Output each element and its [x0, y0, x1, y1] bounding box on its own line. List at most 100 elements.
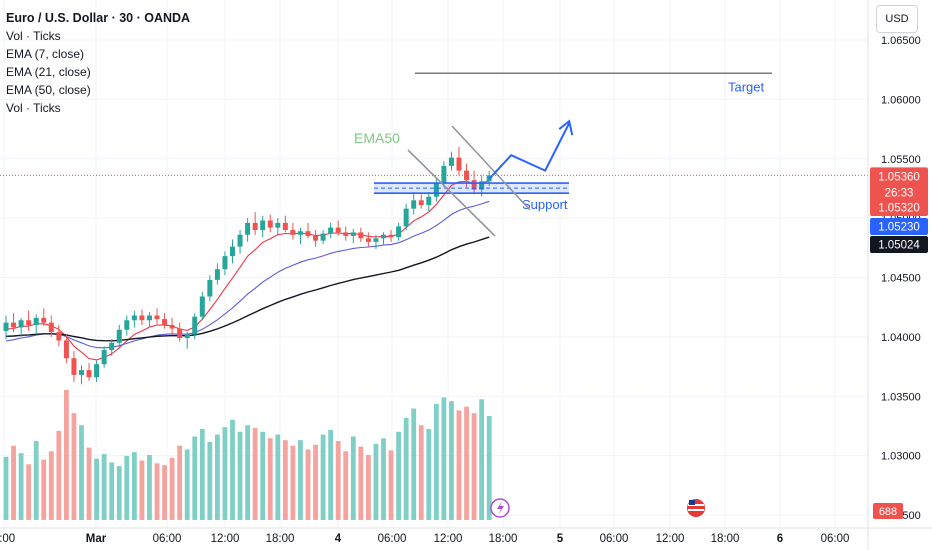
volume-bar	[252, 428, 258, 520]
price-tick-label: 1.06500	[881, 35, 921, 47]
candle-body	[86, 370, 92, 378]
time-tick-label: 06:00	[600, 533, 629, 545]
volume-bar	[479, 399, 485, 520]
volume-bar	[169, 457, 175, 520]
ema50-label: EMA50	[354, 130, 400, 146]
channel-line-upper	[451, 125, 531, 211]
price-axis[interactable]: 1.065001.060001.055001.050001.045001.040…	[867, 0, 932, 550]
volume-bar	[426, 429, 432, 520]
volume-bar	[388, 450, 394, 520]
candle-body	[101, 349, 107, 365]
volume-bar	[199, 429, 205, 520]
candle-body	[471, 180, 477, 190]
volume-bar	[267, 438, 273, 520]
time-tick-label: 5	[557, 533, 564, 545]
symbol-title[interactable]: Euro / U.S. Dollar · 30 · OANDA	[6, 11, 191, 25]
candle-body	[441, 165, 447, 183]
indicator-ema7[interactable]: EMA (7, close)	[6, 47, 85, 61]
price-tick-label: 1.03500	[881, 391, 921, 403]
candle-body	[11, 322, 17, 328]
candle-body	[222, 256, 228, 270]
volume-bar	[124, 455, 130, 520]
candle-body	[267, 220, 273, 228]
candle-body	[154, 315, 160, 320]
indicator-ema21[interactable]: EMA (21, close)	[6, 65, 91, 79]
candle-body	[350, 232, 356, 236]
candle-body	[418, 200, 424, 206]
volume-bar	[48, 451, 54, 520]
volume-bar	[358, 446, 364, 520]
indicator-ema50[interactable]: EMA (50, close)	[6, 83, 91, 97]
volume-bar	[411, 408, 417, 520]
candle-body	[79, 370, 84, 375]
candle-body	[343, 232, 349, 236]
volume-bar	[86, 447, 92, 520]
candle-body	[365, 238, 371, 242]
volume-badge-text: 688	[879, 506, 897, 518]
price-tick-label: 1.06000	[881, 94, 921, 106]
volume-bar	[207, 442, 213, 520]
candle-body	[388, 234, 394, 238]
volume-bar	[449, 401, 454, 520]
candle-body	[426, 196, 432, 206]
candle-body	[456, 157, 462, 171]
candle-body	[116, 329, 122, 343]
ema7-line	[5, 180, 490, 361]
volume-bar	[33, 441, 39, 520]
us-flag-icon-canton	[689, 500, 695, 505]
volume-bar	[350, 436, 356, 520]
volume-bar	[215, 434, 220, 520]
candle-body	[313, 235, 319, 241]
volume-bar	[94, 458, 99, 520]
price-badges: 1.05360 26:33 1.05320 1.05230 1.05024 688	[870, 167, 928, 519]
volume-bar	[237, 431, 243, 520]
indicator-volume-2[interactable]: Vol · Ticks	[6, 101, 61, 115]
price-tick-label: 1.04500	[881, 273, 921, 285]
channel-line-lower	[407, 149, 496, 237]
candle-body	[139, 315, 145, 321]
ema50-badge	[870, 236, 928, 253]
volume-bar	[335, 441, 341, 520]
candlesticks	[3, 146, 492, 385]
candle-body	[237, 234, 243, 247]
indicator-volume[interactable]: Vol · Ticks	[6, 29, 61, 43]
time-axis[interactable]: 2:00 Mar 06:00 12:00 18:00 4 06:00 12:00 18:00 5 0…	[0, 527, 932, 545]
volume-bars	[3, 390, 492, 520]
legend: Euro / U.S. Dollar · 30 · OANDA Vol · Ti…	[6, 9, 190, 117]
volume-bar	[275, 434, 281, 520]
time-tick-label: 2:00	[0, 533, 15, 545]
ema7-badge-text: 1.05320	[878, 203, 920, 215]
us-flag-icon-stripe	[688, 509, 704, 511]
volume-bar	[131, 452, 137, 520]
volume-bar	[282, 440, 288, 520]
time-tick-label: Mar	[86, 533, 107, 545]
support-label: Support	[522, 197, 568, 212]
time-tick-label: 12:00	[656, 533, 685, 545]
volume-bar	[418, 425, 424, 520]
volume-bar	[456, 410, 462, 520]
price-axis-bg	[868, 0, 932, 550]
candle-body	[94, 364, 100, 378]
time-tick-label: 18:00	[489, 533, 518, 545]
volume-bar	[298, 440, 303, 520]
time-tick-label: 12:00	[211, 533, 240, 545]
candle-body	[433, 182, 439, 197]
volume-bar	[101, 454, 107, 520]
price-tick-label: 1.04000	[881, 332, 921, 344]
candle-body	[169, 325, 175, 329]
currency-button[interactable]: USD	[876, 5, 918, 33]
candle-body	[3, 322, 9, 331]
price-tick-label: 1.05500	[881, 154, 921, 166]
candle-body	[305, 231, 311, 236]
time-tick-label: 12:00	[434, 533, 463, 545]
volume-bar	[192, 436, 198, 520]
volume-bar	[260, 431, 266, 520]
volume-bar	[245, 425, 250, 520]
time-tick-label: 06:00	[153, 533, 182, 545]
volume-bar	[486, 416, 492, 520]
ema50-badge-text: 1.05024	[878, 240, 920, 252]
volume-bar	[366, 455, 371, 520]
candle-body	[479, 181, 485, 190]
time-tick-label: 06:00	[821, 533, 850, 545]
